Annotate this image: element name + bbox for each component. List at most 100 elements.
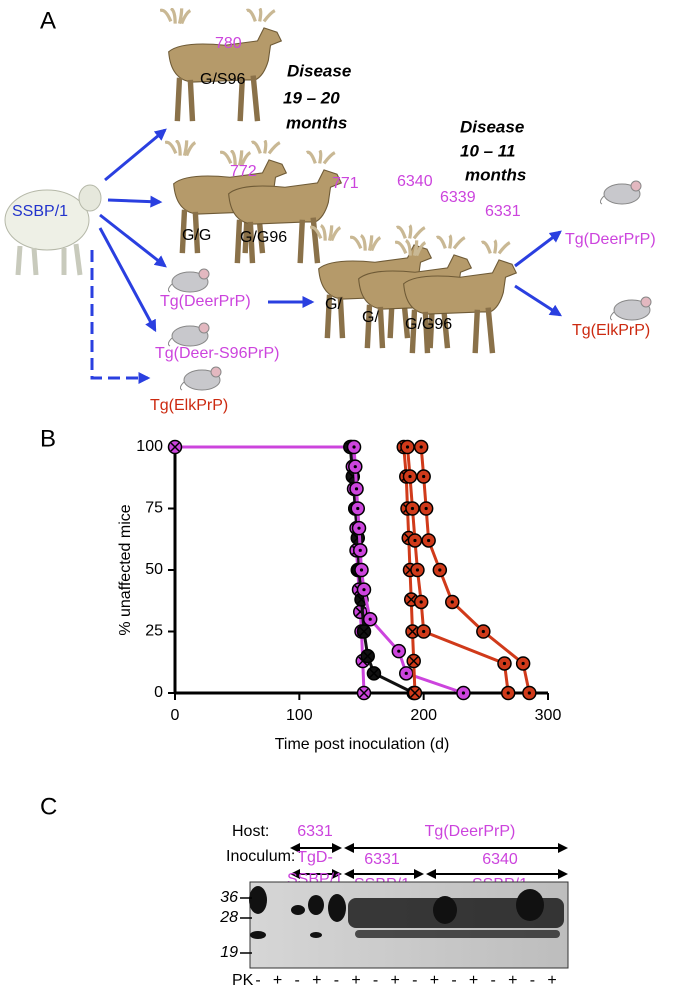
pk-sign: +: [273, 972, 282, 989]
mouse-label: Tg(ElkPrP): [572, 322, 650, 339]
mouse-label: Tg(DeerPrP): [565, 231, 656, 248]
deer-genotype: G/S96: [200, 71, 245, 88]
inoculum-text: 6331: [364, 851, 400, 868]
x-tick-label: 200: [410, 707, 437, 724]
disease-text: months: [465, 165, 526, 184]
pk-sign: -: [451, 972, 456, 989]
point-cross: [363, 651, 373, 661]
point-dot: [481, 629, 485, 634]
pk-sign: +: [351, 972, 360, 989]
pk-sign: +: [508, 972, 517, 989]
point-cross: [410, 688, 420, 698]
disease-text: 19 – 20: [283, 88, 340, 107]
y-tick-label: 75: [145, 500, 163, 517]
point-dot: [362, 588, 366, 592]
mw-label: 36: [220, 889, 238, 906]
chart: 0 25 50 75 100 0 100 200 300: [136, 438, 561, 724]
point-dot: [450, 600, 454, 604]
pk-sign: -: [295, 972, 300, 989]
pk-sign: -: [255, 972, 260, 989]
point-dot: [502, 661, 507, 666]
mw-markers: 36 28 19: [219, 889, 252, 961]
pk-sign: -: [373, 972, 378, 989]
arrows: [90, 128, 563, 384]
deer-icon: [160, 8, 281, 121]
pk-sign: -: [334, 972, 339, 989]
disease-text: Disease: [287, 61, 351, 80]
point-cross: [407, 626, 418, 637]
point-dot: [358, 548, 362, 552]
point-dot: [438, 568, 442, 572]
pk-sign: -: [412, 972, 417, 989]
western-blot: [249, 881, 569, 969]
deer-id: 771: [332, 175, 359, 192]
point-dot: [352, 445, 356, 449]
mouse-icon: [610, 296, 652, 321]
inoculum-text: TgD-: [297, 849, 333, 866]
sheep-icon: [5, 185, 101, 275]
pk-label: PK: [232, 972, 254, 989]
deer-genotype: G/G96: [240, 229, 287, 246]
disease-text: Disease: [460, 117, 524, 136]
point-dot: [527, 691, 531, 695]
inoculum-label: Inoculum:: [226, 848, 295, 865]
x-tick-label: 100: [286, 707, 313, 724]
deer-id: 6339: [440, 189, 476, 206]
deer-genotype: G/: [362, 309, 379, 326]
inoculum-text: 6340: [482, 851, 518, 868]
point-cross: [409, 656, 419, 666]
pk-row: - + - + - + - + - + - + - + - +: [255, 972, 556, 989]
mw-label: 19: [220, 944, 238, 961]
point-dot: [410, 506, 415, 511]
mouse-icon: [180, 366, 222, 391]
point-dot: [405, 445, 410, 449]
point-dot: [368, 617, 372, 621]
point-dot: [506, 691, 510, 695]
sheep-label: SSBP/1: [12, 203, 68, 220]
mouse-label: Tg(Deer-S96PrP): [155, 345, 279, 362]
mouse-label: Tg(DeerPrP): [160, 293, 251, 310]
point-dot: [413, 538, 417, 543]
point-cross: [359, 626, 369, 637]
point-dot: [422, 629, 426, 634]
x-axis-title: Time post inoculation (d): [275, 736, 450, 753]
pk-sign: +: [469, 972, 478, 989]
point-dot: [419, 600, 423, 604]
point-dot: [357, 526, 361, 530]
pk-sign: -: [491, 972, 496, 989]
deer-id: 6331: [485, 203, 521, 220]
mouse-icon: [600, 180, 642, 205]
mouse-icon: [168, 268, 210, 293]
y-tick-label: 0: [154, 684, 163, 701]
host-label: Host:: [232, 823, 269, 840]
pk-sign: +: [430, 972, 439, 989]
panel-label: C: [40, 793, 57, 820]
mw-label: 28: [219, 909, 238, 926]
point-dot: [415, 568, 420, 572]
deer-genotype: G/G: [182, 227, 211, 244]
point-dot: [354, 487, 359, 491]
point-dot: [359, 568, 364, 572]
host-text: Tg(DeerPrP): [425, 823, 516, 840]
pk-sign: +: [391, 972, 400, 989]
point-dot: [521, 661, 525, 666]
point-cross: [369, 668, 379, 678]
point-dot: [422, 474, 426, 479]
point-dot: [419, 445, 423, 449]
disease-text: 10 – 11: [460, 141, 515, 160]
point-dot: [397, 649, 401, 653]
panel-label: B: [40, 425, 56, 452]
point-dot: [461, 691, 466, 695]
point-dot: [408, 474, 412, 479]
mouse-label: Tg(ElkPrP): [150, 397, 228, 414]
y-tick-label: 100: [136, 438, 163, 455]
point-dot: [356, 506, 360, 511]
host-text: 6331: [297, 823, 333, 840]
deer-id: 6340: [397, 173, 433, 190]
point-dot: [424, 506, 428, 511]
deer-genotype: G/: [325, 296, 342, 313]
deer-genotype: G/G96: [405, 316, 452, 333]
y-axis-title: % unaffected mice: [117, 504, 134, 635]
point-dot: [427, 538, 431, 543]
